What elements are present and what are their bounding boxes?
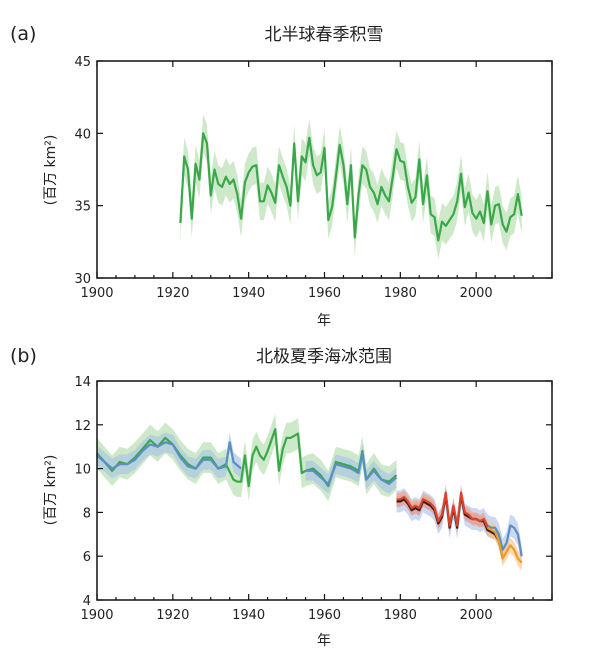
plot-area: [96, 413, 523, 571]
x-tick-label: 1980: [384, 286, 417, 301]
y-tick-label: 6: [83, 550, 91, 565]
series-line: [396, 491, 489, 529]
y-tick-label: 30: [74, 272, 91, 287]
x-tick-label: 1920: [156, 608, 189, 623]
y-tick-label: 45: [74, 55, 91, 70]
chart-title: 北极夏季海冰范围: [256, 347, 392, 367]
axes-frame: [96, 60, 553, 279]
x-tick-label: 1960: [308, 608, 341, 623]
x-tick-label: 1940: [232, 286, 265, 301]
y-tick-label: 12: [74, 419, 91, 434]
x-tick-label: 1960: [308, 286, 341, 301]
y-tick-label: 40: [74, 127, 91, 142]
x-tick-label: 1920: [156, 286, 189, 301]
panel-label: (b): [10, 345, 37, 367]
series-line: [179, 132, 523, 242]
series-line: [96, 441, 242, 470]
y-tick-label: 10: [74, 463, 91, 478]
x-axis-label: 年: [317, 633, 331, 649]
y-axis-label: (百万 km²): [43, 135, 59, 206]
x-tick-label: 1940: [232, 608, 265, 623]
panel-b: (b) 北极夏季海冰范围 年 (百万 km²) 1900 1920 1940 1960…: [10, 345, 553, 649]
x-tick-label: 2000: [460, 286, 493, 301]
y-tick-label: 35: [74, 200, 91, 215]
uncertainty-band: [97, 432, 242, 479]
x-tick-label: 1900: [80, 608, 113, 623]
panel-label: (a): [10, 23, 36, 45]
y-tick-label: 8: [83, 506, 91, 521]
chart-title: 北半球春季积雪: [265, 25, 384, 45]
x-tick-label: 2000: [460, 608, 493, 623]
series-line: [305, 452, 398, 485]
series-line: [486, 526, 523, 564]
x-tick-label: 1980: [384, 608, 417, 623]
x-tick-label: 1900: [80, 286, 113, 301]
y-tick-label: 14: [74, 375, 91, 390]
panel-a: (a) 北半球春季积雪 年 (百万 km²) 1900 1920 1940 1960 1…: [10, 23, 553, 329]
series-line: [96, 428, 398, 488]
plot-area: [179, 114, 523, 260]
x-axis-label: 年: [317, 313, 331, 329]
y-tick-label: 4: [83, 594, 91, 609]
y-axis-label: (百万 km²): [43, 455, 59, 526]
